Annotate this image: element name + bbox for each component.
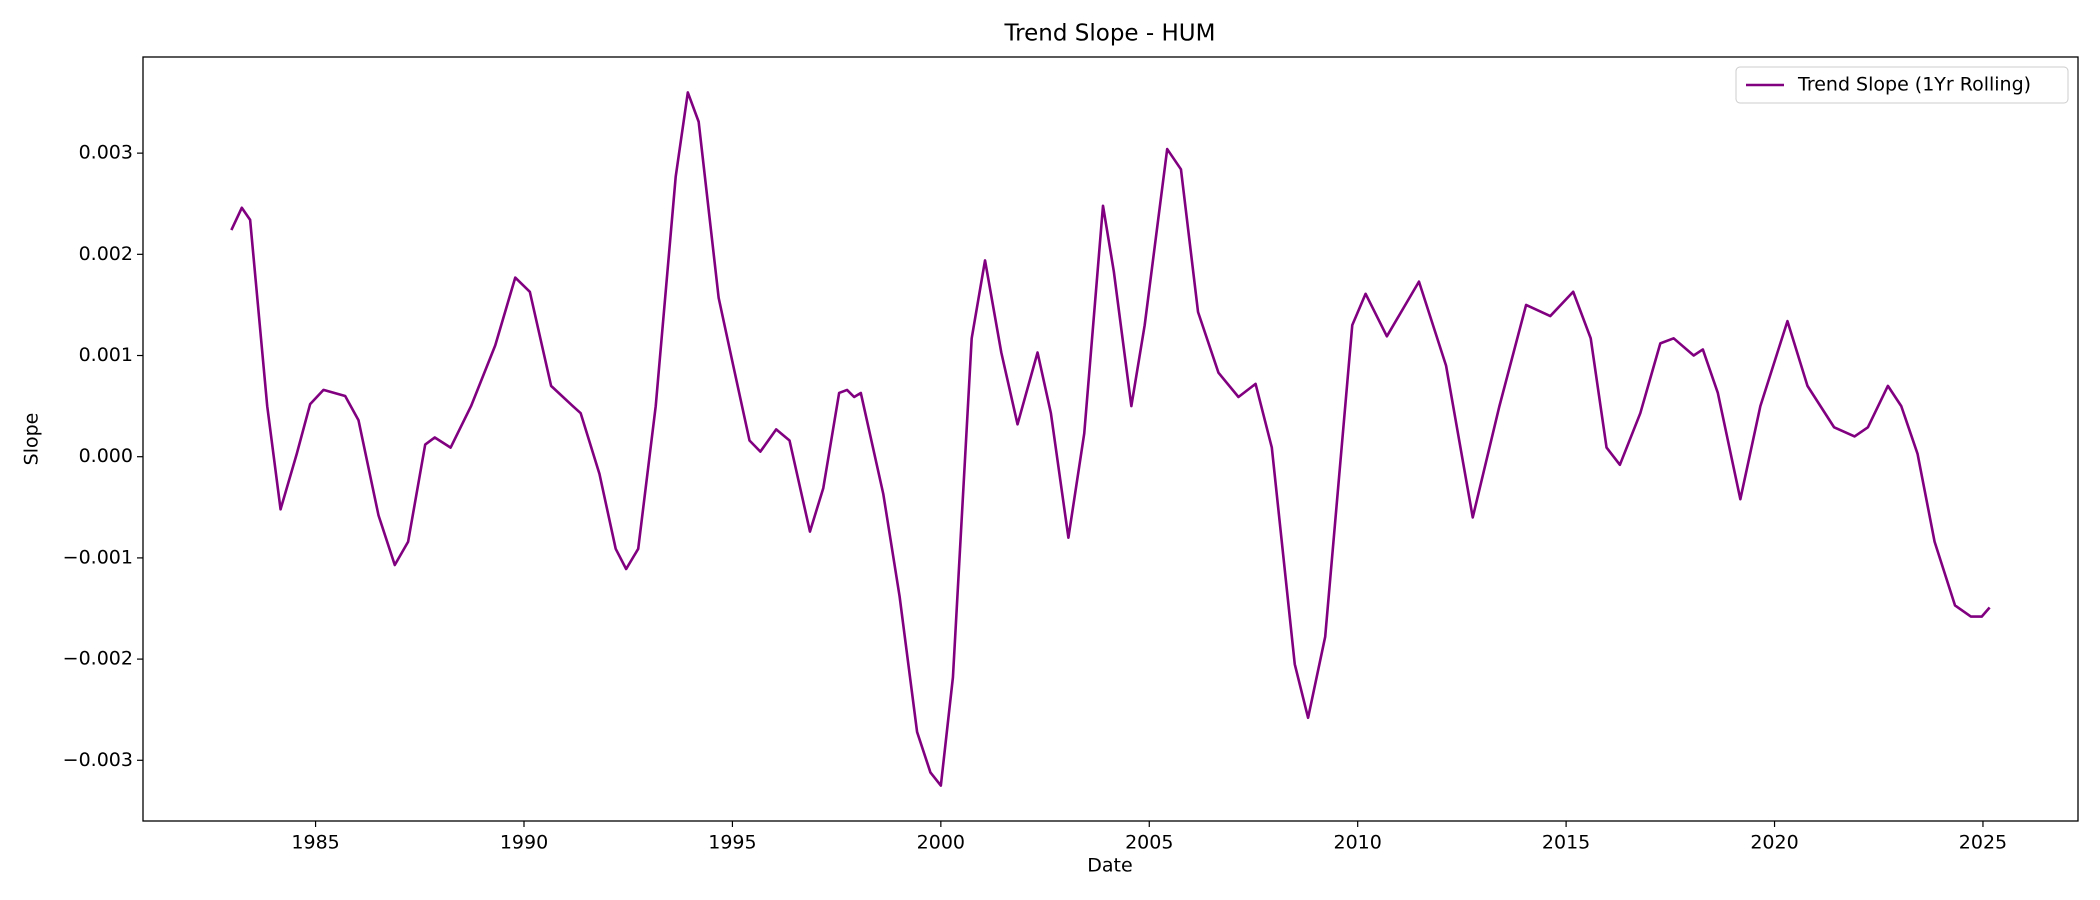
plot-frame [142,56,2079,822]
y-tick-label: −0.001 [63,546,133,568]
x-tick-label: 2010 [1334,832,1382,854]
y-tick-label: 0.003 [79,142,133,164]
data-line [230,91,1991,787]
x-tick-label: 2025 [1959,832,2007,854]
y-tick-label: −0.002 [63,648,133,670]
y-tick-label: 0.002 [79,243,133,265]
chart-title: Trend Slope - HUM [1004,21,1216,47]
y-tick-label: −0.003 [63,749,133,771]
y-tick-label: 0.001 [79,344,133,366]
x-tick-label: 1990 [500,832,548,854]
legend-box [1735,66,2069,104]
x-tick-label: 2020 [1750,832,1798,854]
x-tick-label: 2005 [1125,832,1173,854]
x-tick-label: 2015 [1542,832,1590,854]
y-axis-label: Slope [21,413,43,466]
x-axis-label: Date [1087,855,1132,877]
x-tick-label: 2000 [917,832,965,854]
y-tick-label: 0.000 [79,445,133,467]
legend-label: Trend Slope (1Yr Rolling) [1797,74,2031,96]
x-tick-label: 1985 [291,832,339,854]
x-tick-label: 1995 [708,832,756,854]
